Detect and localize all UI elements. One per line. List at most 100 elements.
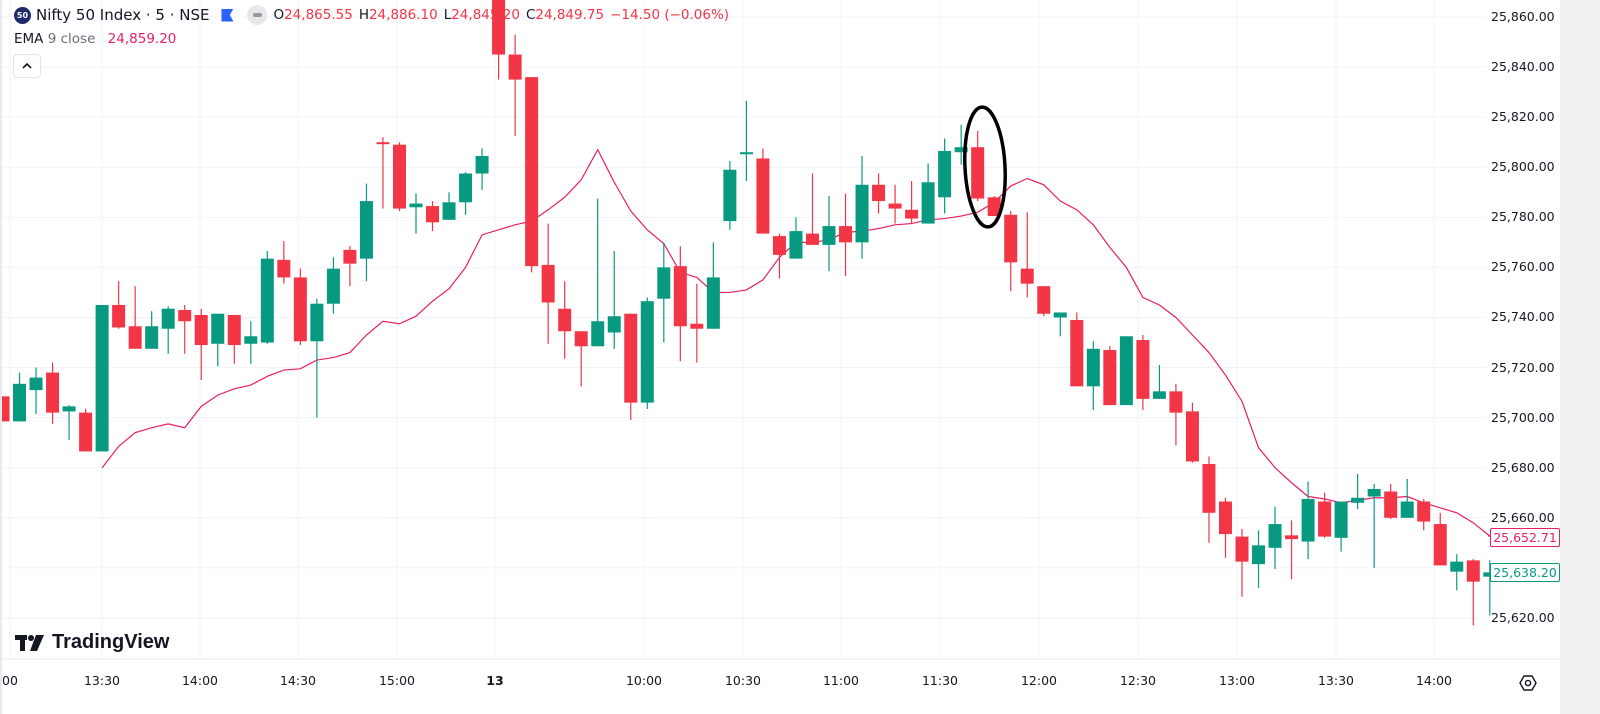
candle <box>227 314 241 346</box>
candle <box>326 268 340 304</box>
candle <box>1152 391 1166 399</box>
symbol-title[interactable]: Nifty 50 Index · 5 · NSE <box>36 6 210 24</box>
candle <box>1202 463 1216 513</box>
candle <box>954 147 968 153</box>
settings-icon[interactable] <box>1518 673 1538 693</box>
time-tick-label: 11:30 <box>921 673 959 688</box>
price-tick-label: 25,840.00 <box>1491 59 1555 75</box>
grid-lines <box>0 0 1485 659</box>
candle <box>1020 268 1034 284</box>
candle <box>921 182 935 224</box>
high-label: H <box>358 7 369 23</box>
candle <box>310 303 324 342</box>
price-tick-label: 25,680.00 <box>1491 459 1555 475</box>
candle <box>95 304 109 452</box>
candle <box>343 249 357 264</box>
price-tick-label: 25,800.00 <box>1491 159 1555 175</box>
candle <box>376 142 390 145</box>
candle <box>277 259 291 278</box>
candle <box>211 313 225 344</box>
candle <box>607 316 621 333</box>
candle <box>1466 560 1480 582</box>
open-value: 24,865.55 <box>284 7 353 23</box>
ema-line <box>101 148 1492 537</box>
candle <box>839 226 853 243</box>
candle <box>0 396 10 422</box>
last-price-tag: 25,638.20 <box>1490 563 1560 582</box>
candle <box>723 169 737 222</box>
time-tick-label: 10:00 <box>625 673 663 688</box>
candle <box>971 147 985 199</box>
price-tick-label: 25,780.00 <box>1491 209 1555 225</box>
candle <box>128 326 142 349</box>
candle <box>558 308 572 332</box>
candle <box>1433 524 1447 566</box>
candle <box>1070 319 1084 387</box>
time-tick-label: 13 <box>486 673 504 688</box>
time-tick-label: 12:30 <box>1119 673 1157 688</box>
candle <box>475 155 489 174</box>
ema-legend[interactable]: EMA 9 close 24,859.20 <box>14 31 176 47</box>
candle <box>1318 501 1332 537</box>
candle <box>145 326 159 349</box>
candle <box>392 144 406 209</box>
candle <box>244 336 258 344</box>
candle <box>13 383 27 422</box>
collapse-legend-button[interactable] <box>13 54 41 78</box>
close-label: C <box>525 7 536 23</box>
candle <box>1334 501 1348 538</box>
candle <box>1086 348 1100 387</box>
candle <box>508 54 522 80</box>
ema-value: 24,859.20 <box>107 31 177 47</box>
candle <box>1450 561 1464 572</box>
candle <box>426 206 440 223</box>
tradingview-logo[interactable]: TradingView <box>15 631 169 654</box>
candle <box>79 412 93 452</box>
tradingview-text: TradingView <box>52 631 170 653</box>
candle <box>1417 501 1431 522</box>
price-tick-label: 25,740.00 <box>1491 309 1555 325</box>
market-status-icon[interactable] <box>247 5 268 25</box>
time-tick-label: 13:30 <box>1317 673 1355 688</box>
candle <box>178 309 192 322</box>
candle <box>987 197 1001 217</box>
candle <box>161 308 175 329</box>
ema-price-tag: 25,652.71 <box>1490 528 1560 547</box>
candle <box>1169 391 1183 413</box>
candle <box>1285 535 1299 540</box>
candle <box>624 313 638 403</box>
ema-params: 9 close <box>47 31 96 47</box>
candle <box>888 203 902 209</box>
candle <box>1301 499 1315 542</box>
candle <box>541 264 555 303</box>
symbol-logo-icon: 50 <box>14 6 31 24</box>
candle <box>359 201 373 259</box>
time-tick-label: 15:00 <box>378 673 416 688</box>
candle <box>673 266 687 327</box>
candle <box>260 258 274 343</box>
candle <box>112 304 126 328</box>
price-tick-label: 25,660.00 <box>1491 509 1555 525</box>
candle <box>805 233 819 245</box>
candle <box>1235 536 1249 562</box>
candle <box>657 267 671 299</box>
candle <box>938 150 952 198</box>
candle <box>492 0 506 55</box>
close-value: 24,849.75 <box>535 7 605 23</box>
candles <box>0 0 1497 626</box>
flag-icon[interactable] <box>221 8 234 22</box>
candle <box>1119 336 1133 406</box>
price-tick-label: 25,700.00 <box>1491 409 1555 425</box>
time-tick-label: 11:00 <box>822 673 860 688</box>
candle <box>1037 286 1051 314</box>
candle <box>459 173 473 203</box>
change-value: −14.50 (−0.06%) <box>610 7 730 23</box>
candle <box>1185 411 1199 462</box>
candle <box>29 377 43 391</box>
candle <box>1483 572 1497 577</box>
time-tick-label: 14:00 <box>1415 673 1453 688</box>
annotation-ellipse[interactable] <box>962 105 1008 229</box>
low-value: 24,845.20 <box>451 7 520 23</box>
